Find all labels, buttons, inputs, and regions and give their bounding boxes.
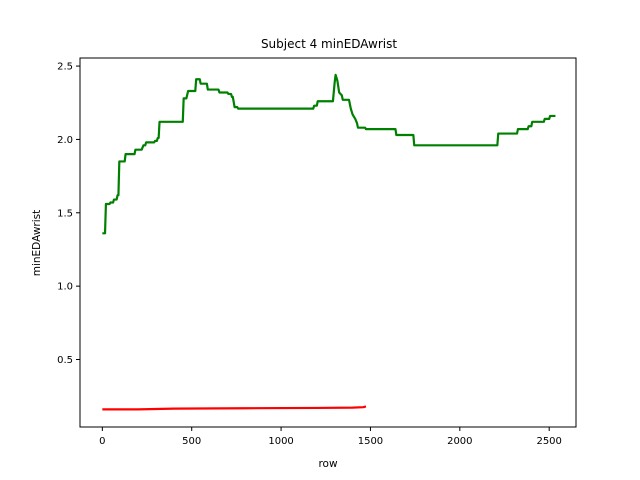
plot-frame — [79, 57, 577, 428]
y-axis-title: minEDAwrist — [31, 210, 43, 277]
y-tick-label: 1.5 — [57, 208, 73, 219]
y-tick-label: 0.5 — [57, 355, 73, 366]
series-line-1 — [102, 405, 367, 411]
plot-area — [102, 73, 556, 411]
y-tick-label: 2.5 — [57, 62, 73, 73]
x-tick-label: 0 — [99, 436, 105, 447]
x-tick-label: 2000 — [447, 436, 472, 447]
y-tick-label: 1.0 — [57, 282, 73, 293]
x-tick-label: 2500 — [536, 436, 561, 447]
y-tick-label: 2.0 — [57, 135, 73, 146]
x-axis-title: row — [318, 458, 338, 470]
x-tick-label: 1500 — [358, 436, 383, 447]
chart-title: Subject 4 minEDAwrist — [261, 37, 397, 51]
x-tick-label: 500 — [182, 436, 201, 447]
x-tick-label: 1000 — [268, 436, 293, 447]
x-axis: 0 500 1000 1500 2000 2500 — [99, 427, 562, 447]
series-line-0 — [102, 73, 556, 235]
y-axis: 0.5 1.0 1.5 2.0 2.5 — [57, 62, 80, 366]
